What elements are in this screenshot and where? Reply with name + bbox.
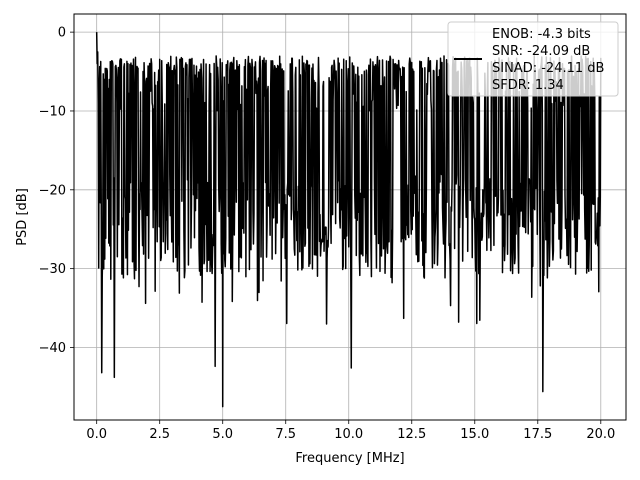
legend-entry-snr: SNR: -24.09 dB: [492, 44, 590, 59]
y-tick-label: −40: [39, 341, 66, 356]
y-tick-label: −10: [39, 104, 66, 119]
plot-frame: [73, 13, 627, 421]
legend-entry-sfdr: SFDR: 1.34: [492, 78, 564, 93]
x-axis-label: Frequency [MHz]: [295, 451, 404, 466]
y-tick-label: 0: [58, 26, 66, 41]
legend-box: [447, 21, 619, 97]
y-axis: 0 −10 −20 −30 −40: [39, 26, 74, 356]
x-tick-label: 10.0: [334, 427, 363, 442]
x-tick-label: 15.0: [460, 427, 489, 442]
legend: ENOB: -4.3 bits SNR: -24.09 dB SINAD: -2…: [447, 21, 619, 97]
x-tick-label: 20.0: [586, 427, 615, 442]
x-tick-label: 2.5: [149, 427, 170, 442]
x-tick-label: 12.5: [397, 427, 426, 442]
legend-entry-enob: ENOB: -4.3 bits: [492, 27, 591, 42]
y-tick-label: −20: [39, 183, 66, 198]
x-tick-label: 7.5: [275, 427, 296, 442]
x-tick-label: 5.0: [212, 427, 233, 442]
x-tick-label: 17.5: [523, 427, 552, 442]
x-tick-label: 0.0: [86, 427, 107, 442]
y-tick-label: −30: [39, 262, 66, 277]
y-axis-label: PSD [dB]: [15, 188, 30, 246]
x-axis: 0.0 2.5 5.0 7.5 10.0 12.5 15.0 17.5 20.0: [86, 420, 615, 442]
legend-entry-sinad: SINAD: -24.11 dB: [492, 61, 604, 76]
